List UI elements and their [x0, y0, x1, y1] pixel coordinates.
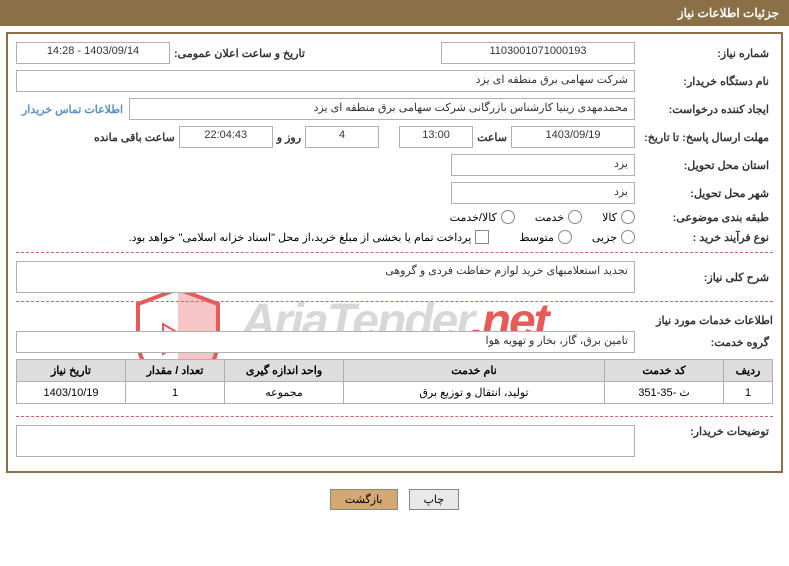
delivery-city-field: یزد	[451, 182, 635, 204]
print-button[interactable]: چاپ	[409, 489, 460, 510]
row-need-desc: شرح کلی نیاز: تجدید استعلامبهای خرید لوا…	[16, 261, 773, 293]
th-service-code: کد خدمت	[605, 360, 724, 382]
service-group-label: گروه خدمت:	[635, 336, 773, 349]
table-row: 1 ث -35-351 تولید، انتقال و توزیع برق مج…	[17, 382, 773, 404]
subject-category-label: طبقه بندی موضوعی:	[635, 211, 773, 224]
need-desc-field: تجدید استعلامبهای خرید لوازم حفاظت فردی …	[16, 261, 635, 293]
payment-checkbox[interactable]: پرداخت تمام یا بخشی از مبلغ خرید،از محل …	[129, 230, 490, 244]
row-buyer-notes: توضیحات خریدار:	[16, 425, 773, 457]
radio-jozei[interactable]: جزیی	[592, 230, 635, 244]
checkbox-icon	[475, 230, 489, 244]
page-header: جزئیات اطلاعات نیاز	[0, 0, 789, 26]
need-number-label: شماره نیاز:	[635, 47, 773, 60]
radio-kala-khedmat[interactable]: کالا/خدمت	[450, 210, 515, 224]
response-deadline-label: مهلت ارسال پاسخ: تا تاریخ:	[635, 131, 773, 144]
cell-qty: 1	[126, 382, 225, 404]
radio-motevasset-label: متوسط	[519, 231, 554, 244]
row-need-number: شماره نیاز: 1103001071000193 تاریخ و ساع…	[16, 42, 773, 64]
radio-motevasset[interactable]: متوسط	[519, 230, 572, 244]
radio-circle-icon	[621, 230, 635, 244]
radio-circle-icon	[558, 230, 572, 244]
row-purchase-type: نوع فرآیند خرید : جزیی متوسط پرداخت تمام…	[16, 230, 773, 244]
need-desc-label: شرح کلی نیاز:	[635, 271, 773, 284]
time-label: ساعت	[473, 131, 511, 144]
radio-kala-khedmat-label: کالا/خدمت	[450, 211, 497, 224]
radio-circle-icon	[501, 210, 515, 224]
services-info-label: اطلاعات خدمات مورد نیاز	[16, 310, 773, 331]
divider	[16, 252, 773, 253]
remaining-label: ساعت باقی مانده	[90, 131, 179, 144]
buyer-notes-label: توضیحات خریدار:	[635, 425, 773, 438]
need-number-field: 1103001071000193	[441, 42, 635, 64]
buttons-row: چاپ بازگشت	[0, 479, 789, 520]
divider	[16, 301, 773, 302]
radio-kala-label: کالا	[602, 211, 617, 224]
radio-kala[interactable]: کالا	[602, 210, 635, 224]
row-service-group: گروه خدمت: تامین برق، گاز، بخار و تهویه …	[16, 331, 773, 353]
delivery-province-field: یزد	[451, 154, 635, 176]
th-need-date: تاریخ نیاز	[17, 360, 126, 382]
radio-circle-icon	[568, 210, 582, 224]
divider	[16, 416, 773, 417]
radio-khedmat[interactable]: خدمت	[535, 210, 582, 224]
services-table: ردیف کد خدمت نام خدمت واحد اندازه گیری ت…	[16, 359, 773, 404]
cell-unit: مجموعه	[225, 382, 344, 404]
main-frame: AriaTender.net شماره نیاز: 1103001071000…	[6, 32, 783, 473]
radio-khedmat-label: خدمت	[535, 211, 564, 224]
delivery-city-label: شهر محل تحویل:	[635, 187, 773, 200]
row-buyer-org: نام دستگاه خریدار: شرکت سهامی برق منطقه …	[16, 70, 773, 92]
requester-label: ایجاد کننده درخواست:	[635, 103, 773, 116]
response-time-field: 13:00	[399, 126, 473, 148]
buyer-notes-field[interactable]	[16, 425, 635, 457]
row-requester: ایجاد کننده درخواست: محمدمهدی زینیا کارش…	[16, 98, 773, 120]
row-delivery-city: شهر محل تحویل: یزد	[16, 182, 773, 204]
requester-field: محمدمهدی زینیا کارشناس بازرگانی شرکت سها…	[129, 98, 635, 120]
buyer-org-field: شرکت سهامی برق منطقه ای یزد	[16, 70, 635, 92]
cell-row: 1	[724, 382, 773, 404]
cell-service-code: ث -35-351	[605, 382, 724, 404]
radio-circle-icon	[621, 210, 635, 224]
th-service-name: نام خدمت	[344, 360, 605, 382]
days-and-label: روز و	[273, 131, 305, 144]
row-response-deadline: مهلت ارسال پاسخ: تا تاریخ: 1403/09/19 سا…	[16, 126, 773, 148]
radio-jozei-label: جزیی	[592, 231, 617, 244]
days-count-field: 4	[305, 126, 379, 148]
buyer-org-label: نام دستگاه خریدار:	[635, 75, 773, 88]
response-date-field: 1403/09/19	[511, 126, 635, 148]
back-button[interactable]: بازگشت	[330, 489, 398, 510]
remaining-time-field: 22:04:43	[179, 126, 273, 148]
payment-note-label: پرداخت تمام یا بخشی از مبلغ خرید،از محل …	[129, 231, 472, 244]
row-subject-category: طبقه بندی موضوعی: کالا خدمت کالا/خدمت	[16, 210, 773, 224]
th-qty: تعداد / مقدار	[126, 360, 225, 382]
announce-date-label: تاریخ و ساعت اعلان عمومی:	[170, 47, 309, 60]
th-unit: واحد اندازه گیری	[225, 360, 344, 382]
th-row: ردیف	[724, 360, 773, 382]
service-group-field: تامین برق، گاز، بخار و تهویه هوا	[16, 331, 635, 353]
page-title: جزئیات اطلاعات نیاز	[678, 6, 779, 20]
cell-need-date: 1403/10/19	[17, 382, 126, 404]
cell-service-name: تولید، انتقال و توزیع برق	[344, 382, 605, 404]
row-delivery-province: استان محل تحویل: یزد	[16, 154, 773, 176]
delivery-province-label: استان محل تحویل:	[635, 159, 773, 172]
announce-date-field: 1403/09/14 - 14:28	[16, 42, 170, 64]
buyer-contact-link[interactable]: اطلاعات تماس خریدار	[16, 103, 129, 116]
purchase-type-label: نوع فرآیند خرید :	[635, 231, 773, 244]
